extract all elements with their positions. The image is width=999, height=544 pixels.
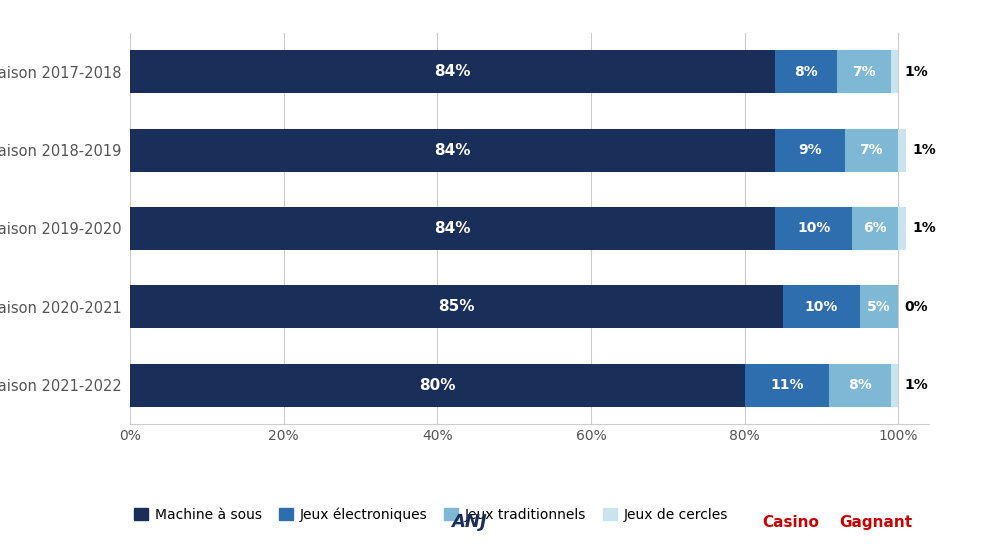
Bar (898, 128, 906, 172)
Bar (775, 50, 837, 94)
Text: 11%: 11% (770, 378, 803, 392)
Bar (130, 50, 775, 94)
Text: 10%: 10% (797, 221, 830, 236)
Bar (891, 363, 898, 407)
Text: 7%: 7% (859, 143, 883, 157)
Text: 80%: 80% (419, 378, 456, 393)
Text: 1%: 1% (904, 65, 928, 79)
Bar (844, 128, 898, 172)
Bar (130, 128, 775, 172)
Text: Casino: Casino (762, 515, 819, 530)
Bar (783, 285, 860, 329)
Bar (775, 128, 844, 172)
Text: 84%: 84% (435, 221, 471, 236)
Bar (130, 363, 744, 407)
Bar (898, 207, 906, 250)
Bar (829, 363, 891, 407)
Text: ANJ: ANJ (452, 513, 488, 531)
Bar (775, 207, 852, 250)
Bar (891, 50, 898, 94)
Legend: Machine à sous, Jeux électroniques, Jeux traditionnels, Jeux de cercles: Machine à sous, Jeux électroniques, Jeux… (129, 502, 734, 527)
Bar (860, 285, 898, 329)
Text: 9%: 9% (798, 143, 822, 157)
Text: 7%: 7% (852, 65, 875, 79)
Text: 5%: 5% (867, 300, 891, 314)
Bar (852, 207, 898, 250)
Text: 10%: 10% (805, 300, 838, 314)
Text: 0%: 0% (904, 300, 928, 314)
Text: 85%: 85% (439, 299, 475, 314)
Bar (130, 285, 783, 329)
Text: 1%: 1% (912, 221, 936, 236)
Bar (744, 363, 829, 407)
Text: 1%: 1% (912, 143, 936, 157)
Text: 84%: 84% (435, 143, 471, 158)
Text: 8%: 8% (848, 378, 872, 392)
Text: 1%: 1% (904, 378, 928, 392)
Text: 8%: 8% (794, 65, 818, 79)
Bar (130, 207, 775, 250)
Bar (837, 50, 891, 94)
Text: 84%: 84% (435, 64, 471, 79)
Text: 6%: 6% (863, 221, 887, 236)
Text: Gagnant: Gagnant (839, 515, 912, 530)
